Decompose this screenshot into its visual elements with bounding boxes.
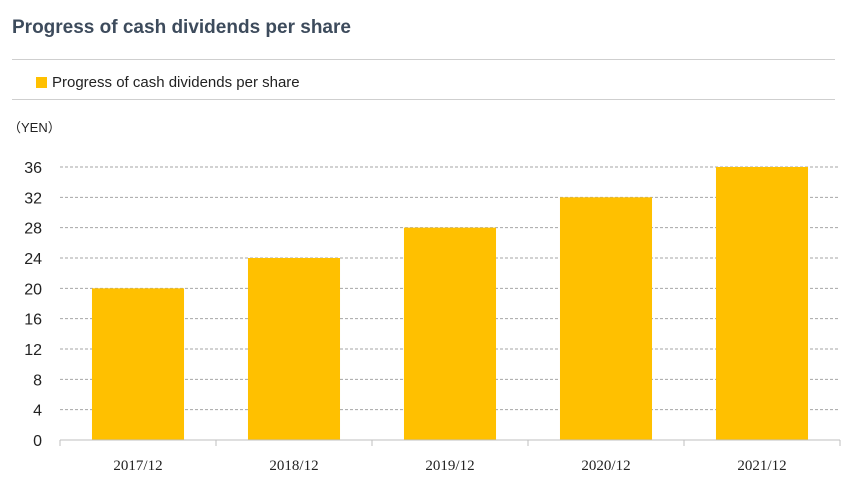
x-tick-label-2021-12: 2021/12 (737, 458, 786, 474)
bar-2018-12 (247, 258, 341, 440)
bar-2021-12 (715, 167, 809, 440)
bar-2019-12 (403, 227, 497, 440)
y-tick-label-36: 36 (24, 160, 42, 177)
y-tick-label-8: 8 (33, 372, 42, 389)
tick-labels: 0 4 8 12 16 20 24 28 32 36 2017/12 2018/12 2019/12 20… (24, 160, 786, 474)
title-divider (12, 59, 835, 60)
y-tick-label-0: 0 (33, 433, 42, 450)
x-tick-label-2017-12: 2017/12 (113, 458, 162, 474)
chart-legend: Progress of cash dividends per share (36, 71, 300, 93)
legend-label: Progress of cash dividends per share (52, 73, 300, 91)
bar-2017-12 (91, 288, 185, 440)
y-tick-label-16: 16 (24, 312, 42, 329)
y-tick-label-4: 4 (33, 403, 42, 420)
y-tick-label-28: 28 (24, 221, 42, 238)
x-tick-label-2019-12: 2019/12 (425, 458, 474, 474)
x-tick-label-2020-12: 2020/12 (581, 458, 630, 474)
bars (91, 167, 809, 440)
y-tick-label-20: 20 (24, 281, 42, 298)
axes (59, 439, 841, 446)
page-title: Progress of cash dividends per share (12, 17, 351, 38)
legend-divider (12, 99, 835, 100)
bar-2020-12 (559, 197, 653, 440)
y-tick-label-32: 32 (24, 190, 42, 207)
y-tick-label-12: 12 (24, 342, 42, 359)
y-tick-label-24: 24 (24, 251, 42, 268)
legend-swatch (36, 76, 47, 88)
y-axis-unit-label: （YEN） (8, 120, 61, 135)
x-tick-label-2018-12: 2018/12 (269, 458, 318, 474)
